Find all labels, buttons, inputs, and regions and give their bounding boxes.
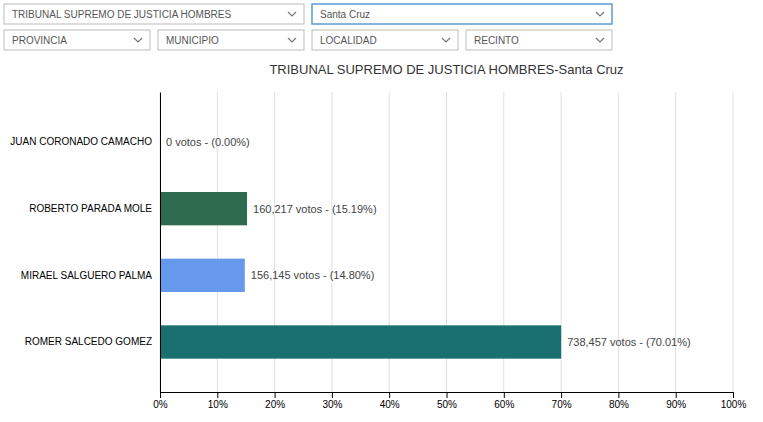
tick-mark <box>275 392 276 398</box>
axis-line <box>160 93 161 393</box>
tick-label: 100% <box>721 399 747 410</box>
chevron <box>442 38 450 42</box>
chart: TRIBUNAL SUPREMO DE JUSTICIA HOMBRES Sant… <box>0 0 763 422</box>
tick: 30% <box>322 392 342 410</box>
category-label: ROBERTO PARADA MOLE <box>29 203 152 214</box>
chevron <box>134 38 142 42</box>
chevron <box>596 38 604 42</box>
tick: 50% <box>437 392 457 410</box>
tick-mark <box>217 392 218 398</box>
tick-label: 30% <box>322 399 342 410</box>
dropdown-text: PROVINCIA <box>12 35 67 46</box>
tick: MIRAEL SALGUERO PALMA <box>21 270 152 281</box>
tick-label: 60% <box>494 399 514 410</box>
dropdown-text: RECINTO <box>474 35 519 46</box>
tick-mark <box>447 392 448 398</box>
data-label: 738,457 votos - (70.01%) <box>567 336 691 348</box>
tick: JUAN CORONADO CAMACHO <box>10 136 152 147</box>
category-label: JUAN CORONADO CAMACHO <box>10 136 152 147</box>
dropdown-box <box>312 30 458 50</box>
tick: ROMER SALCEDO GOMEZ <box>25 336 152 347</box>
grid-line <box>733 92 734 392</box>
dropdowns: TRIBUNAL SUPREMO DE JUSTICIA HOMBRES Sant… <box>4 4 612 50</box>
title: TRIBUNAL SUPREMO DE JUSTICIA HOMBRES-San… <box>269 62 623 77</box>
tick-label: 40% <box>380 399 400 410</box>
category-label: ROMER SALCEDO GOMEZ <box>25 336 152 347</box>
bar <box>160 192 247 225</box>
tick-label: 0% <box>153 399 168 410</box>
tick-label: 20% <box>265 399 285 410</box>
chevron <box>288 12 296 16</box>
tick-mark <box>389 392 390 398</box>
tick-mark <box>332 392 333 398</box>
dropdown: PROVINCIA <box>4 30 150 50</box>
tick: 80% <box>609 392 629 410</box>
tick: 60% <box>494 392 514 410</box>
dropdown-box <box>158 30 304 50</box>
bars <box>160 192 561 359</box>
tick-label: 80% <box>609 399 629 410</box>
tick-mark <box>561 392 562 398</box>
tick: 100% <box>721 392 747 410</box>
dropdown: Santa Cruz <box>312 4 612 24</box>
tick-mark <box>676 392 677 398</box>
dropdown-text: LOCALIDAD <box>320 35 377 46</box>
axis-line <box>161 393 734 399</box>
tick: 40% <box>380 392 400 410</box>
tick-label: 90% <box>666 399 686 410</box>
dropdown-box <box>466 30 612 50</box>
dropdown-box <box>4 4 304 24</box>
tick: 10% <box>208 392 228 410</box>
dropdown: MUNICIPIO <box>158 30 304 50</box>
dropdown-box <box>4 30 150 50</box>
tick: 20% <box>265 392 285 410</box>
dropdown: TRIBUNAL SUPREMO DE JUSTICIA HOMBRES <box>4 4 304 24</box>
data-label: 0 votos - (0.00%) <box>166 136 250 148</box>
tick: 90% <box>666 392 686 410</box>
y-axis: JUAN CORONADO CAMACHO ROBERTO PARADA MOLE… <box>10 93 160 393</box>
tick: 70% <box>552 392 572 410</box>
dropdown-text: MUNICIPIO <box>166 35 219 46</box>
dropdown: LOCALIDAD <box>312 30 458 50</box>
dropdown-box <box>312 4 612 24</box>
dropdown-text: Santa Cruz <box>320 9 370 20</box>
tick: ROBERTO PARADA MOLE <box>29 203 152 214</box>
grid-line <box>160 92 161 392</box>
tick-mark <box>160 392 161 398</box>
data-label: 156,145 votos - (14.80%) <box>251 269 375 281</box>
plot: 0% 10% 20% 30% 40% 50% 60% 70% 80% 90% 100% JUAN CO… <box>10 92 746 410</box>
grid <box>160 92 733 392</box>
tick-label: 70% <box>552 399 572 410</box>
tick-mark <box>618 392 619 398</box>
tick-mark <box>504 392 505 398</box>
chevron <box>596 12 604 16</box>
data-labels: 0 votos - (0.00%) 160,217 votos - (15.19%… <box>166 136 691 348</box>
chevron <box>288 38 296 42</box>
tick-label: 50% <box>437 399 457 410</box>
data-label: 160,217 votos - (15.19%) <box>253 203 377 215</box>
bar <box>160 325 561 358</box>
tick-label: 10% <box>208 399 228 410</box>
dropdown-text: TRIBUNAL SUPREMO DE JUSTICIA HOMBRES <box>12 9 231 20</box>
x-axis: 0% 10% 20% 30% 40% 50% 60% 70% 80% 90% 100% <box>153 392 746 410</box>
tick-mark <box>733 392 734 398</box>
tick: 0% <box>153 392 168 410</box>
bar <box>160 259 245 292</box>
category-label: MIRAEL SALGUERO PALMA <box>21 270 152 281</box>
dropdown: RECINTO <box>466 30 612 50</box>
